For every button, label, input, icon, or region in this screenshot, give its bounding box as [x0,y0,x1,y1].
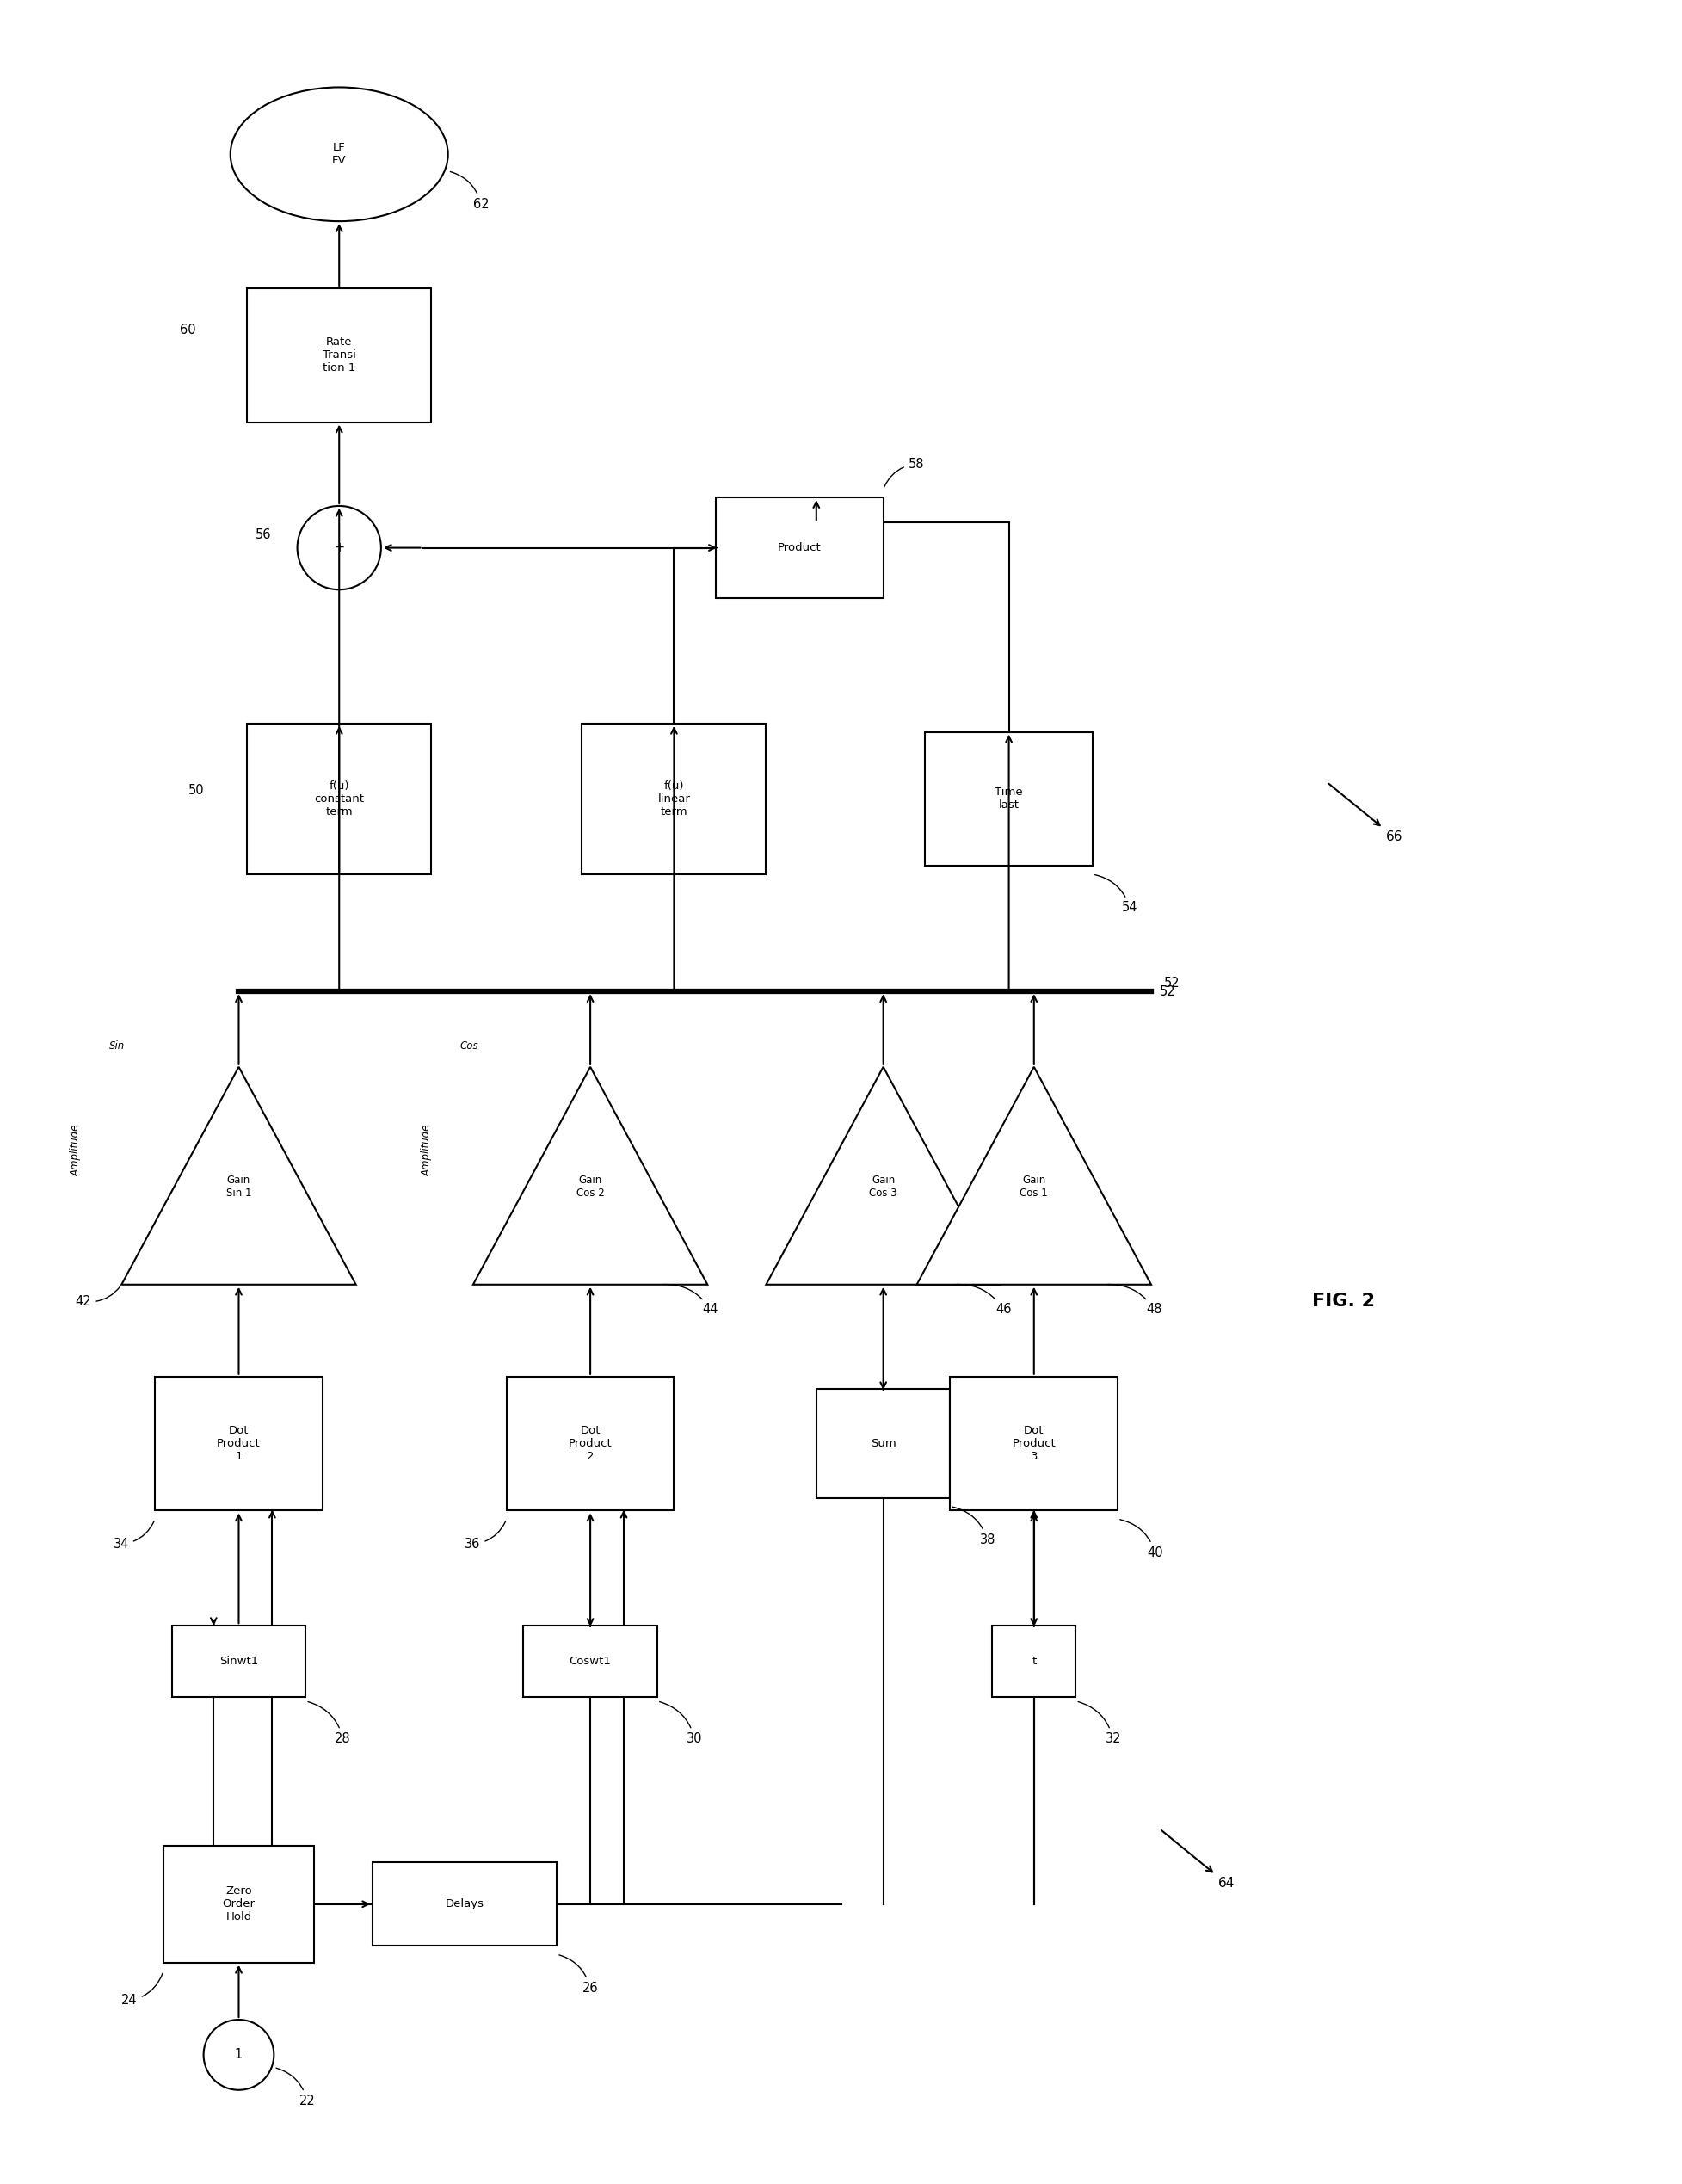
FancyBboxPatch shape [172,1625,306,1697]
Text: Cos: Cos [459,1040,478,1051]
Circle shape [204,2020,274,2090]
FancyBboxPatch shape [582,723,765,874]
FancyBboxPatch shape [992,1625,1075,1697]
Text: 62: 62 [451,173,489,212]
Text: Delays: Delays [446,1898,484,1909]
Text: 24: 24 [121,1974,163,2007]
Text: 28: 28 [308,1701,352,1745]
Text: Gain
Sin 1: Gain Sin 1 [225,1175,251,1199]
Text: Gain
Cos 2: Gain Cos 2 [575,1175,604,1199]
Text: Dot
Product
1: Dot Product 1 [217,1426,261,1461]
FancyBboxPatch shape [163,1845,315,1963]
Text: Amplitude: Amplitude [420,1125,432,1177]
Text: 64: 64 [1161,1830,1235,1889]
Polygon shape [917,1066,1150,1284]
Text: 36: 36 [464,1522,505,1551]
Text: +: + [333,542,345,555]
FancyBboxPatch shape [506,1376,674,1511]
Text: 38: 38 [952,1507,994,1546]
Text: 30: 30 [659,1701,701,1745]
FancyBboxPatch shape [372,1863,557,1946]
Text: Coswt1: Coswt1 [569,1655,611,1666]
Text: 46: 46 [955,1284,1011,1317]
FancyBboxPatch shape [523,1625,658,1697]
Text: 22: 22 [276,2068,315,2108]
Ellipse shape [230,87,447,221]
Text: 50: 50 [188,784,205,797]
Text: Sin: Sin [109,1040,124,1051]
Text: 1: 1 [234,2049,242,2062]
Text: 44: 44 [663,1284,718,1317]
Text: 54: 54 [1095,876,1137,915]
FancyBboxPatch shape [247,288,431,422]
Text: Dot
Product
2: Dot Product 2 [569,1426,612,1461]
Polygon shape [765,1066,1001,1284]
FancyBboxPatch shape [155,1376,323,1511]
Polygon shape [473,1066,706,1284]
Text: Gain
Cos 3: Gain Cos 3 [870,1175,897,1199]
FancyBboxPatch shape [715,498,883,598]
Text: Dot
Product
3: Dot Product 3 [1011,1426,1055,1461]
Text: 52: 52 [1164,976,1179,989]
Text: Sum: Sum [870,1437,895,1450]
Text: 40: 40 [1120,1520,1162,1559]
Text: FIG. 2: FIG. 2 [1312,1293,1374,1310]
Text: f(u)
linear
term: f(u) linear term [658,780,690,817]
Text: f(u)
constant
term: f(u) constant term [315,780,363,817]
Text: 60: 60 [180,323,197,336]
Text: 56: 56 [256,529,271,542]
Text: 48: 48 [1107,1284,1162,1317]
FancyBboxPatch shape [950,1376,1117,1511]
FancyBboxPatch shape [816,1389,950,1498]
Text: 52: 52 [1159,985,1176,998]
Text: Product: Product [777,542,821,553]
Text: Gain
Cos 1: Gain Cos 1 [1019,1175,1048,1199]
Text: Rate
Transi
tion 1: Rate Transi tion 1 [323,336,355,373]
Text: Zero
Order
Hold: Zero Order Hold [222,1885,256,1922]
Text: Amplitude: Amplitude [71,1125,81,1177]
Text: Time
last: Time last [994,786,1023,810]
Text: 66: 66 [1329,784,1401,843]
Text: 58: 58 [883,459,923,487]
Polygon shape [121,1066,355,1284]
Circle shape [298,507,380,590]
Text: t: t [1031,1655,1036,1666]
FancyBboxPatch shape [247,723,431,874]
Text: 26: 26 [558,1955,597,1994]
Text: Sinwt1: Sinwt1 [219,1655,257,1666]
FancyBboxPatch shape [925,732,1092,865]
Text: 42: 42 [76,1286,119,1308]
Text: 32: 32 [1078,1701,1120,1745]
Text: LF
FV: LF FV [331,142,346,166]
Text: 34: 34 [113,1522,155,1551]
